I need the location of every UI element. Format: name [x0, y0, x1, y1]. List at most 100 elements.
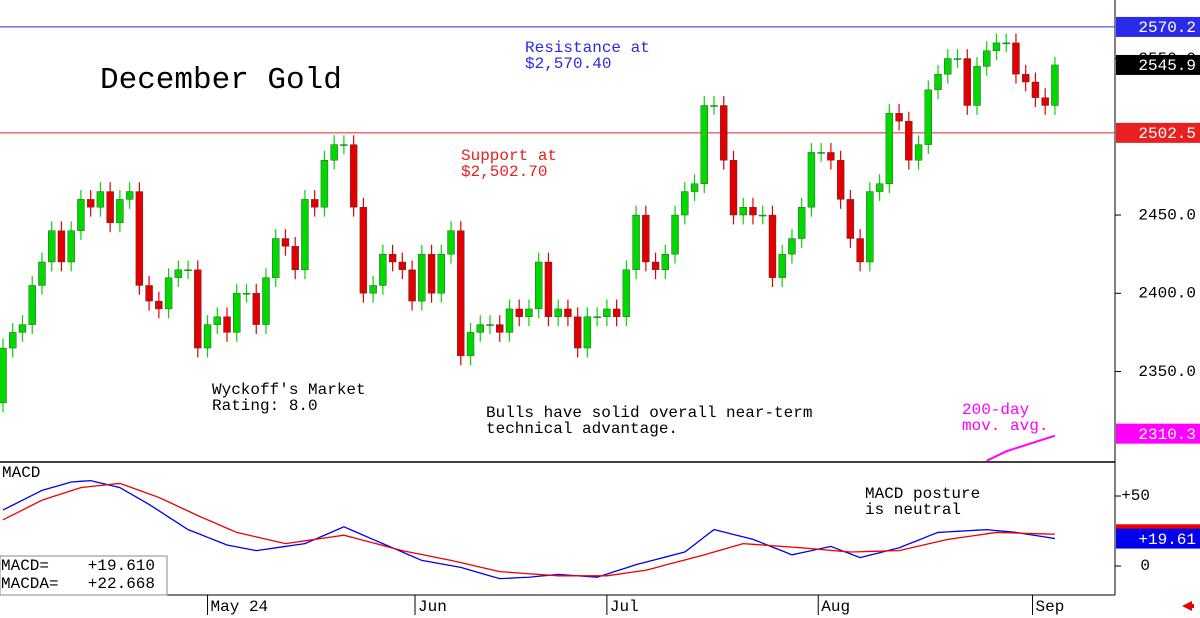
y-tick-label: +50 — [1121, 487, 1150, 505]
candle-body — [203, 324, 212, 349]
moving-average — [986, 434, 1056, 462]
candle-body — [184, 269, 192, 272]
candle-body — [1002, 42, 1010, 45]
candle-body — [720, 105, 728, 161]
candle-body — [914, 144, 923, 161]
candle-body — [369, 285, 377, 294]
candle-body — [213, 316, 221, 325]
candle-body — [106, 191, 114, 224]
candle-body — [174, 269, 183, 278]
candle-body — [1051, 64, 1059, 106]
candle-body — [48, 230, 56, 263]
candle-body — [1012, 42, 1020, 75]
panel-title: MACD — [2, 464, 40, 482]
price-box-label: 2310.3 — [1138, 426, 1196, 444]
candle-body — [807, 152, 816, 208]
candle-body — [535, 261, 543, 310]
candle-body — [632, 214, 640, 271]
x-tick-label: Jun — [418, 598, 447, 616]
y-tick-label: 0 — [1140, 557, 1150, 575]
candle-body — [194, 269, 202, 349]
annotation: $2,570.40 — [525, 55, 611, 73]
candle-body — [905, 120, 913, 161]
candle-body — [661, 253, 670, 271]
candle-body — [418, 253, 426, 302]
candle-body — [866, 191, 874, 263]
candle-body — [651, 261, 660, 271]
candle-body — [233, 293, 241, 333]
x-tick-label: Aug — [821, 598, 850, 616]
annotation: Wyckoff's Market — [212, 381, 366, 399]
candle-body — [398, 261, 407, 271]
candle-body — [330, 144, 338, 161]
x-tick-label: Jul — [610, 598, 639, 616]
candle-body — [505, 308, 514, 333]
candle-body — [603, 308, 611, 317]
legend-name: MACDA= — [1, 575, 59, 593]
candle-body — [827, 152, 835, 161]
candle-body — [242, 293, 251, 295]
legend-value: +22.668 — [88, 575, 155, 593]
candle-body — [301, 199, 309, 271]
candle-body — [564, 308, 572, 317]
candle-body — [671, 214, 679, 255]
candle-body — [759, 214, 767, 217]
candle-body — [895, 113, 903, 122]
candle-body — [593, 316, 601, 318]
candle-body — [447, 230, 455, 255]
chart-title: December Gold — [100, 63, 342, 98]
candle-body — [28, 285, 36, 325]
candle-body — [690, 183, 699, 192]
candle-body — [681, 191, 689, 216]
value-box — [1116, 528, 1200, 549]
plot-area — [2, 479, 1056, 580]
price-box — [1116, 54, 1200, 75]
candle-body — [77, 199, 85, 231]
annotation: Bulls have solid overall near-term — [486, 404, 812, 422]
candle-body — [252, 293, 260, 325]
scroll-arrow — [1188, 604, 1194, 608]
candle-body — [749, 207, 757, 216]
candle-body — [836, 160, 845, 200]
candle-body — [125, 191, 134, 200]
y-tick-label: 2450.0 — [1138, 206, 1196, 224]
candle-body — [135, 191, 144, 286]
candle-body — [427, 253, 436, 294]
annotation: $2,502.70 — [461, 163, 547, 181]
candle-body — [9, 332, 17, 349]
candle-body — [710, 105, 718, 107]
candle-body — [963, 58, 971, 106]
candle-body — [437, 253, 445, 294]
candle-body — [642, 214, 650, 263]
price-box-label: 2545.9 — [1138, 57, 1196, 75]
scroll-arrow — [1182, 601, 1192, 611]
candle-body — [573, 316, 582, 349]
candle-body — [96, 191, 105, 208]
candle-body — [18, 324, 27, 333]
candle-body — [544, 261, 553, 317]
y-tick-label: 2350.0 — [1138, 363, 1196, 381]
candle-body — [86, 199, 95, 208]
candle-body — [768, 214, 777, 278]
candle-body — [145, 285, 153, 302]
candle-body — [67, 230, 75, 263]
price-box-label: 2502.5 — [1138, 125, 1196, 143]
candle-body — [320, 160, 329, 208]
candle-body — [778, 253, 786, 278]
candle-body — [1031, 81, 1040, 98]
candle-body — [1022, 73, 1030, 83]
annotation: mov. avg. — [962, 417, 1048, 435]
candle-body — [310, 199, 319, 208]
candle-body — [992, 42, 1001, 51]
legend-name: MACD= — [1, 557, 49, 575]
candle-body — [944, 58, 952, 75]
candle-body — [554, 308, 562, 317]
annotation: Resistance at — [525, 39, 650, 57]
candle-body — [612, 308, 621, 317]
candle-body — [846, 199, 855, 239]
candle-body — [885, 113, 894, 184]
candle-body — [515, 308, 523, 317]
candle-body — [164, 277, 173, 310]
candle-body — [875, 183, 884, 192]
legend-box — [0, 555, 168, 596]
